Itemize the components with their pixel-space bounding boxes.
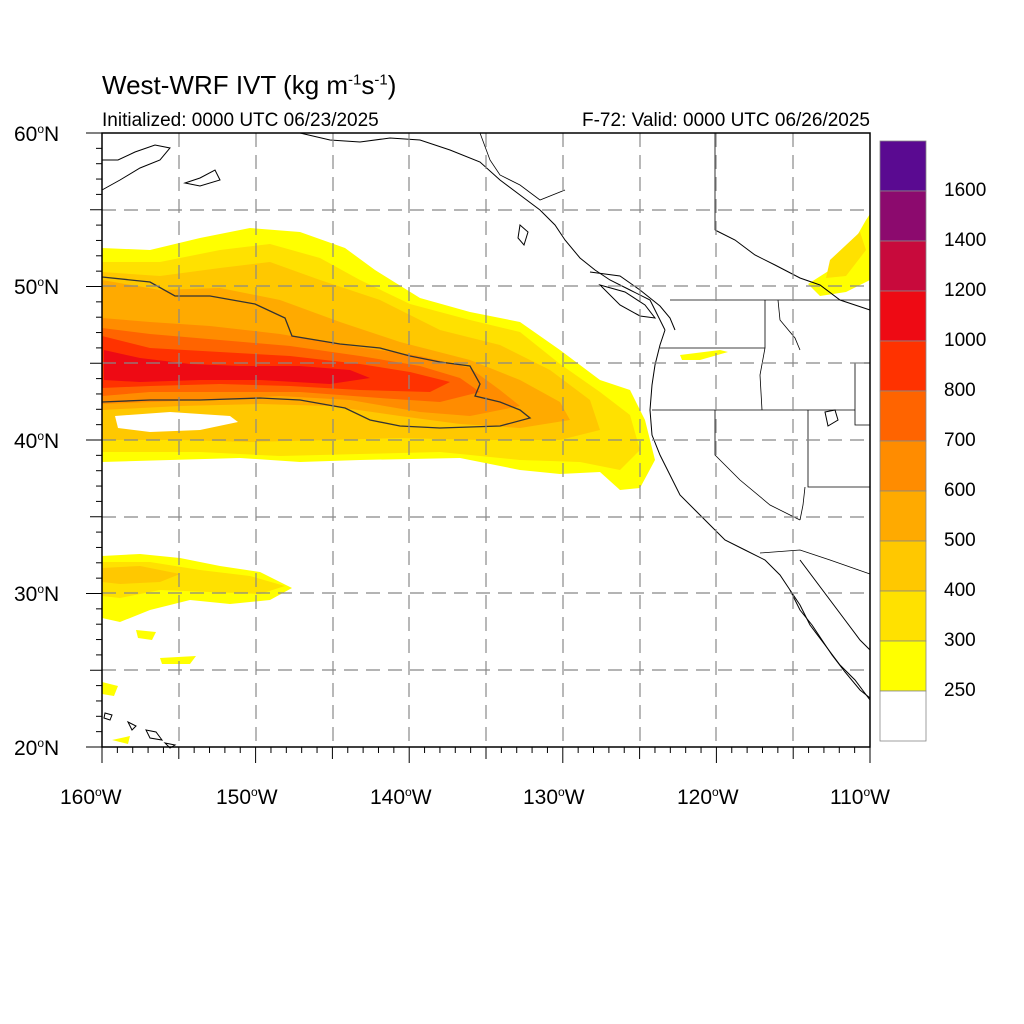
gridlines: [102, 133, 870, 747]
colorbar-label: 600: [944, 480, 976, 501]
lon-label-140w: 140oW: [370, 785, 432, 809]
colorbar-label: 1400: [944, 230, 987, 251]
ivt-250-patch: [808, 214, 870, 296]
hawaii: [126, 720, 137, 731]
borders: [479, 132, 871, 575]
ivt-low-gap: [115, 412, 238, 432]
us-west-coast: [649, 329, 871, 701]
ivt-300-patch: [826, 232, 866, 278]
colorbar-label: 1600: [944, 180, 987, 201]
state-border: [777, 299, 801, 351]
colorbar: [879, 140, 927, 742]
lat-label-40n: 40oN: [14, 429, 60, 453]
lon-label-160w: 160oW: [60, 785, 122, 809]
colorbar-label: 300: [944, 630, 976, 651]
hawaii: [103, 712, 113, 721]
colorbar-swatch: [879, 490, 927, 542]
alaska-coast: [299, 132, 666, 331]
state-border: [714, 410, 801, 521]
lat-label-30n: 30oN: [14, 582, 60, 606]
colorbar-swatch: [879, 390, 927, 442]
colorbar-label: 250: [944, 680, 976, 701]
state-border: [759, 300, 766, 411]
lake: [824, 409, 839, 427]
lat-label-60n: 60oN: [14, 122, 60, 146]
alaska-coast: [183, 169, 221, 187]
coastlines: [101, 132, 871, 749]
colorbar-swatch: [879, 590, 927, 642]
valid-time-label: F-72: Valid: 0000 UTC 06/26/2025: [582, 110, 870, 131]
state-border: [854, 363, 870, 426]
colorbar-swatch: [879, 540, 927, 592]
colorbar-swatch: [879, 440, 927, 492]
hawaii: [145, 729, 164, 741]
alaska-coast: [101, 144, 171, 191]
islands: [517, 224, 529, 247]
colorbar-label: 1200: [944, 280, 987, 301]
colorbar-label: 700: [944, 430, 976, 451]
canada-coast-east: [714, 229, 871, 311]
ivt-500-contour: [102, 276, 532, 429]
colorbar-swatch: [879, 290, 927, 342]
colorbar-swatch: [879, 340, 927, 392]
colorbar-label: 1000: [944, 330, 987, 351]
ivt-field: [102, 214, 870, 744]
map-title: West-WRF IVT (kg m-1s-1): [102, 70, 397, 100]
initialized-label: Initialized: 0000 UTC 06/23/2025: [102, 110, 379, 131]
us-mexico-border: [759, 549, 871, 575]
lat-label-50n: 50oN: [14, 275, 60, 299]
gulf-california: [799, 559, 871, 651]
lon-label-130w: 130oW: [523, 785, 585, 809]
state-border: [799, 486, 806, 521]
colorbar-swatch: [879, 190, 927, 242]
lon-label-110w: 110oW: [830, 785, 890, 809]
ivt-400-subtropical: [102, 566, 180, 584]
bc-coast: [589, 271, 676, 331]
colorbar-label: 500: [944, 530, 976, 551]
vancouver-island: [598, 284, 657, 319]
lat-label-20n: 20oN: [14, 736, 60, 760]
alaska-canada-border: [479, 132, 566, 201]
colorbar-swatch: [879, 240, 927, 292]
ivt-250-patch: [102, 682, 118, 696]
colorbar-label: 400: [944, 580, 976, 601]
ivt-1000-core: [104, 350, 370, 384]
ivt-250-patch: [160, 656, 196, 664]
colorbar-swatch: [879, 140, 927, 192]
lon-label-120w: 120oW: [677, 785, 739, 809]
ivt-250-patch: [112, 736, 130, 744]
ivt-250-patch: [680, 350, 728, 360]
colorbar-swatch: [879, 640, 927, 692]
ivt-250-patch: [136, 630, 156, 640]
baja-california: [789, 589, 871, 699]
axis-ticks: [86, 132, 871, 763]
colorbar-swatch: [879, 690, 927, 742]
state-border: [807, 410, 870, 488]
colorbar-label: 800: [944, 380, 976, 401]
lon-label-150w: 150oW: [216, 785, 278, 809]
